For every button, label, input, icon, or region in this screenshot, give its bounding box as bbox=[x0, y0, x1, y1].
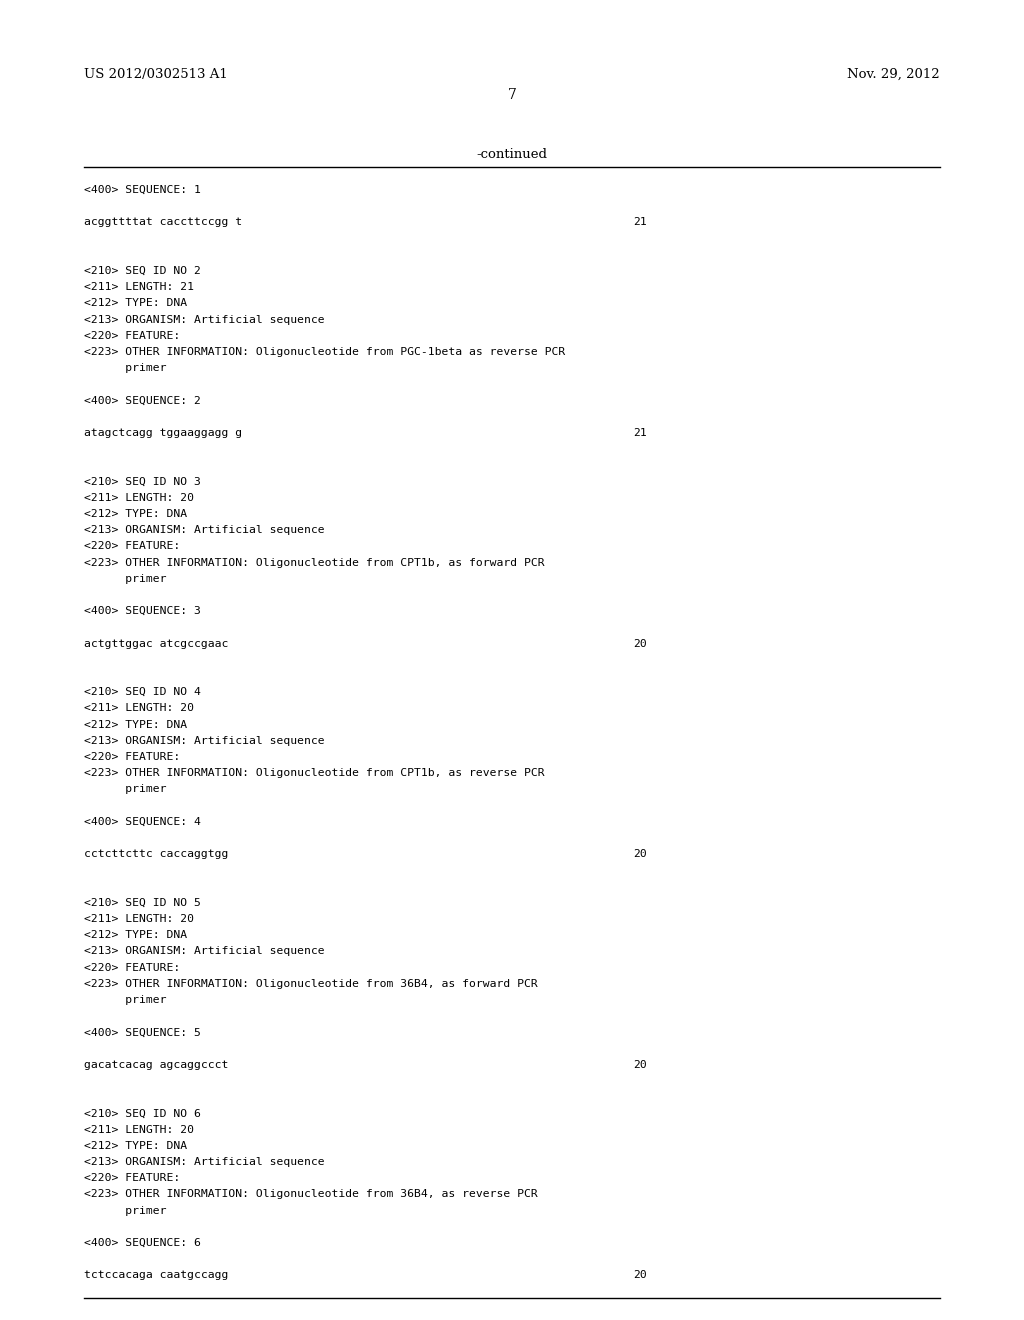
Text: US 2012/0302513 A1: US 2012/0302513 A1 bbox=[84, 69, 227, 81]
Text: 21: 21 bbox=[633, 218, 646, 227]
Text: 20: 20 bbox=[633, 849, 646, 859]
Text: <211> LENGTH: 20: <211> LENGTH: 20 bbox=[84, 492, 194, 503]
Text: <210> SEQ ID NO 6: <210> SEQ ID NO 6 bbox=[84, 1109, 201, 1118]
Text: <213> ORGANISM: Artificial sequence: <213> ORGANISM: Artificial sequence bbox=[84, 314, 325, 325]
Text: <220> FEATURE:: <220> FEATURE: bbox=[84, 541, 180, 552]
Text: primer: primer bbox=[84, 574, 167, 583]
Text: 20: 20 bbox=[633, 1060, 646, 1069]
Text: Nov. 29, 2012: Nov. 29, 2012 bbox=[848, 69, 940, 81]
Text: <210> SEQ ID NO 2: <210> SEQ ID NO 2 bbox=[84, 267, 201, 276]
Text: <212> TYPE: DNA: <212> TYPE: DNA bbox=[84, 719, 187, 730]
Text: atagctcagg tggaaggagg g: atagctcagg tggaaggagg g bbox=[84, 428, 242, 438]
Text: <400> SEQUENCE: 4: <400> SEQUENCE: 4 bbox=[84, 817, 201, 826]
Text: <213> ORGANISM: Artificial sequence: <213> ORGANISM: Artificial sequence bbox=[84, 946, 325, 957]
Text: <213> ORGANISM: Artificial sequence: <213> ORGANISM: Artificial sequence bbox=[84, 1158, 325, 1167]
Text: <213> ORGANISM: Artificial sequence: <213> ORGANISM: Artificial sequence bbox=[84, 735, 325, 746]
Text: -continued: -continued bbox=[476, 148, 548, 161]
Text: <400> SEQUENCE: 2: <400> SEQUENCE: 2 bbox=[84, 396, 201, 405]
Text: <211> LENGTH: 20: <211> LENGTH: 20 bbox=[84, 704, 194, 713]
Text: primer: primer bbox=[84, 995, 167, 1005]
Text: primer: primer bbox=[84, 363, 167, 374]
Text: <400> SEQUENCE: 6: <400> SEQUENCE: 6 bbox=[84, 1238, 201, 1247]
Text: <400> SEQUENCE: 3: <400> SEQUENCE: 3 bbox=[84, 606, 201, 616]
Text: <211> LENGTH: 20: <211> LENGTH: 20 bbox=[84, 1125, 194, 1135]
Text: <210> SEQ ID NO 5: <210> SEQ ID NO 5 bbox=[84, 898, 201, 908]
Text: <211> LENGTH: 21: <211> LENGTH: 21 bbox=[84, 282, 194, 292]
Text: 7: 7 bbox=[508, 88, 516, 102]
Text: <220> FEATURE:: <220> FEATURE: bbox=[84, 752, 180, 762]
Text: gacatcacag agcaggccct: gacatcacag agcaggccct bbox=[84, 1060, 228, 1069]
Text: 21: 21 bbox=[633, 428, 646, 438]
Text: <212> TYPE: DNA: <212> TYPE: DNA bbox=[84, 298, 187, 309]
Text: primer: primer bbox=[84, 784, 167, 795]
Text: <223> OTHER INFORMATION: Oligonucleotide from 36B4, as reverse PCR: <223> OTHER INFORMATION: Oligonucleotide… bbox=[84, 1189, 538, 1200]
Text: <223> OTHER INFORMATION: Oligonucleotide from 36B4, as forward PCR: <223> OTHER INFORMATION: Oligonucleotide… bbox=[84, 979, 538, 989]
Text: <212> TYPE: DNA: <212> TYPE: DNA bbox=[84, 510, 187, 519]
Text: 20: 20 bbox=[633, 1270, 646, 1280]
Text: acggttttat caccttccgg t: acggttttat caccttccgg t bbox=[84, 218, 242, 227]
Text: <213> ORGANISM: Artificial sequence: <213> ORGANISM: Artificial sequence bbox=[84, 525, 325, 535]
Text: <210> SEQ ID NO 3: <210> SEQ ID NO 3 bbox=[84, 477, 201, 487]
Text: 20: 20 bbox=[633, 639, 646, 648]
Text: primer: primer bbox=[84, 1205, 167, 1216]
Text: <223> OTHER INFORMATION: Oligonucleotide from PGC-1beta as reverse PCR: <223> OTHER INFORMATION: Oligonucleotide… bbox=[84, 347, 565, 356]
Text: <400> SEQUENCE: 1: <400> SEQUENCE: 1 bbox=[84, 185, 201, 195]
Text: cctcttcttc caccaggtgg: cctcttcttc caccaggtgg bbox=[84, 849, 228, 859]
Text: <223> OTHER INFORMATION: Oligonucleotide from CPT1b, as forward PCR: <223> OTHER INFORMATION: Oligonucleotide… bbox=[84, 557, 545, 568]
Text: <212> TYPE: DNA: <212> TYPE: DNA bbox=[84, 931, 187, 940]
Text: tctccacaga caatgccagg: tctccacaga caatgccagg bbox=[84, 1270, 228, 1280]
Text: <220> FEATURE:: <220> FEATURE: bbox=[84, 331, 180, 341]
Text: <220> FEATURE:: <220> FEATURE: bbox=[84, 1173, 180, 1183]
Text: <210> SEQ ID NO 4: <210> SEQ ID NO 4 bbox=[84, 688, 201, 697]
Text: <400> SEQUENCE: 5: <400> SEQUENCE: 5 bbox=[84, 1027, 201, 1038]
Text: actgttggac atcgccgaac: actgttggac atcgccgaac bbox=[84, 639, 228, 648]
Text: <220> FEATURE:: <220> FEATURE: bbox=[84, 962, 180, 973]
Text: <212> TYPE: DNA: <212> TYPE: DNA bbox=[84, 1140, 187, 1151]
Text: <223> OTHER INFORMATION: Oligonucleotide from CPT1b, as reverse PCR: <223> OTHER INFORMATION: Oligonucleotide… bbox=[84, 768, 545, 779]
Text: <211> LENGTH: 20: <211> LENGTH: 20 bbox=[84, 913, 194, 924]
